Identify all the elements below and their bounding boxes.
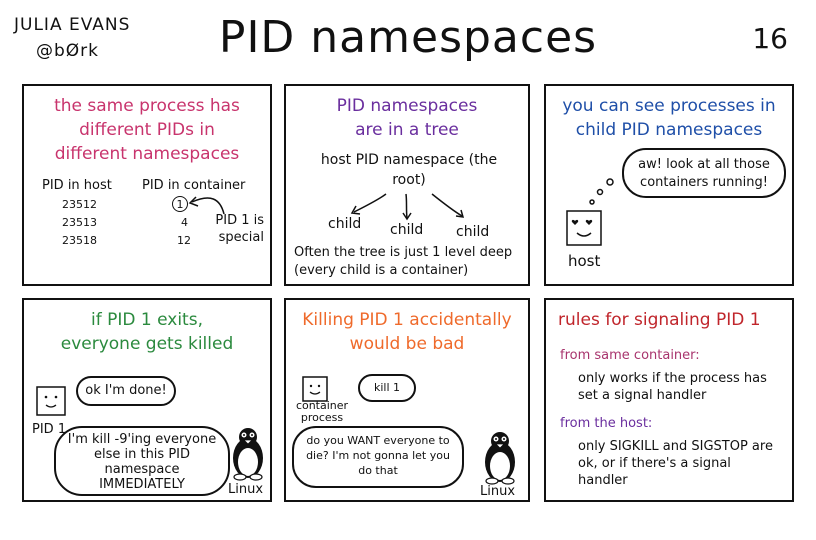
page-number: 16 — [752, 22, 788, 55]
tree-arrows — [350, 193, 465, 221]
panel-signal-rules: rules for signaling PID 1 from same cont… — [544, 298, 794, 502]
panel-see-children: you can see processes in child PID names… — [544, 84, 794, 286]
linux-speech-bubble: do you WANT everyone to die? I'm not gon… — [292, 426, 464, 488]
panel-killing-pid1: Killing PID 1 accidentally would be bad … — [284, 298, 530, 502]
rule-heading-same-container: from same container: — [560, 348, 700, 363]
container-pid-3: 12 — [177, 234, 191, 247]
container-pid-1: 1 — [172, 196, 188, 212]
pid1-arrow — [188, 196, 225, 215]
host-label: host — [568, 252, 601, 270]
rule-host: only SIGKILL and SIGSTOP are ok, or if t… — [578, 439, 773, 488]
container-process-label: container process — [295, 399, 349, 424]
tux-penguin-icon — [485, 432, 515, 485]
linux-label: Linux — [480, 484, 516, 499]
rule-heading-host: from the host: — [560, 416, 653, 431]
panel-different-pids: the same process has different PIDs in d… — [22, 84, 272, 286]
panel-title: the same process has different PIDs in d… — [54, 96, 240, 164]
author-credit: JULIA EVANS @bØrk — [14, 12, 130, 64]
host-pid-1: 23512 — [62, 198, 97, 211]
linux-label: Linux — [228, 482, 264, 497]
tree-root-label: host PID namespace (the root) — [320, 152, 498, 188]
host-thought-bubble: aw! look at all those containers running… — [622, 148, 786, 198]
rule-same-container: only works if the process has set a sign… — [578, 371, 767, 403]
pid1-special-note: PID 1 is special — [215, 213, 264, 245]
col-header-container: PID in container — [142, 178, 246, 193]
panel-title: rules for signaling PID 1 — [558, 310, 761, 330]
panel-title: if PID 1 exits, everyone gets killed — [60, 310, 234, 354]
tree-child-2: child — [390, 222, 424, 238]
tree-child-1: child — [328, 216, 362, 232]
host-pid-2: 23513 — [62, 216, 97, 229]
panel-title: Killing PID 1 accidentally would be bad — [302, 310, 512, 354]
host-face-icon — [566, 210, 602, 246]
col-header-host: PID in host — [42, 178, 112, 193]
tux-penguin-icon — [233, 428, 263, 481]
panel-pid1-exits: if PID 1 exits, everyone gets killed ok … — [22, 298, 272, 502]
pid1-face-icon — [36, 386, 66, 416]
author-handle: @bØrk — [36, 41, 100, 61]
thought-dots — [589, 178, 614, 205]
host-pid-3: 23518 — [62, 234, 97, 247]
linux-speech-bubble: I'm kill -9'ing everyone else in this PI… — [54, 426, 230, 496]
panel-tree: PID namespaces are in a tree host PID na… — [284, 84, 530, 286]
container-face-icon — [302, 376, 328, 402]
container-speech-bubble: kill 1 — [358, 374, 416, 402]
tree-note: Often the tree is just 1 level deep (eve… — [294, 245, 513, 278]
container-pid-2: 4 — [181, 216, 188, 229]
panel-title: you can see processes in child PID names… — [562, 96, 776, 140]
tree-child-3: child — [456, 224, 490, 240]
pid1-speech-bubble: ok I'm done! — [76, 376, 176, 406]
pid1-label: PID 1 — [32, 422, 67, 437]
author-name: JULIA EVANS — [14, 15, 131, 35]
panel-title: PID namespaces are in a tree — [336, 96, 478, 140]
page-title: PID namespaces — [218, 12, 598, 63]
